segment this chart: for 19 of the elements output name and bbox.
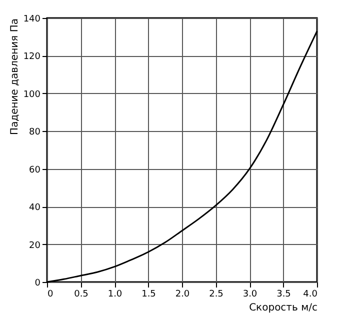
x-tick-label: 3.5 — [276, 290, 291, 300]
x-tick-label: 4.0 — [303, 290, 318, 300]
y-tick-label: 20 — [29, 240, 41, 251]
y-tick-label: 40 — [29, 203, 41, 214]
x-tick-label: 3.0 — [242, 290, 258, 300]
y-tick-label: 140 — [23, 14, 41, 24]
x-tick-label: 0.5 — [74, 290, 88, 300]
x-tick-label: 1.0 — [108, 290, 122, 300]
y-axis-title: Падение давления Па — [9, 18, 20, 135]
y-tick-label: 80 — [29, 128, 41, 138]
y-tick-label: 100 — [23, 90, 41, 100]
y-tick-label: 60 — [29, 165, 41, 176]
x-tick-label: 1.5 — [142, 290, 156, 300]
x-tick-label: 2.0 — [175, 290, 190, 300]
y-tick-label: 120 — [23, 52, 41, 62]
x-tick-label: 0 — [48, 290, 54, 300]
x-axis-title: Скорость м/с — [249, 302, 318, 314]
y-tick-label: 0 — [34, 278, 41, 288]
x-tick-label: 2.5 — [209, 290, 224, 300]
